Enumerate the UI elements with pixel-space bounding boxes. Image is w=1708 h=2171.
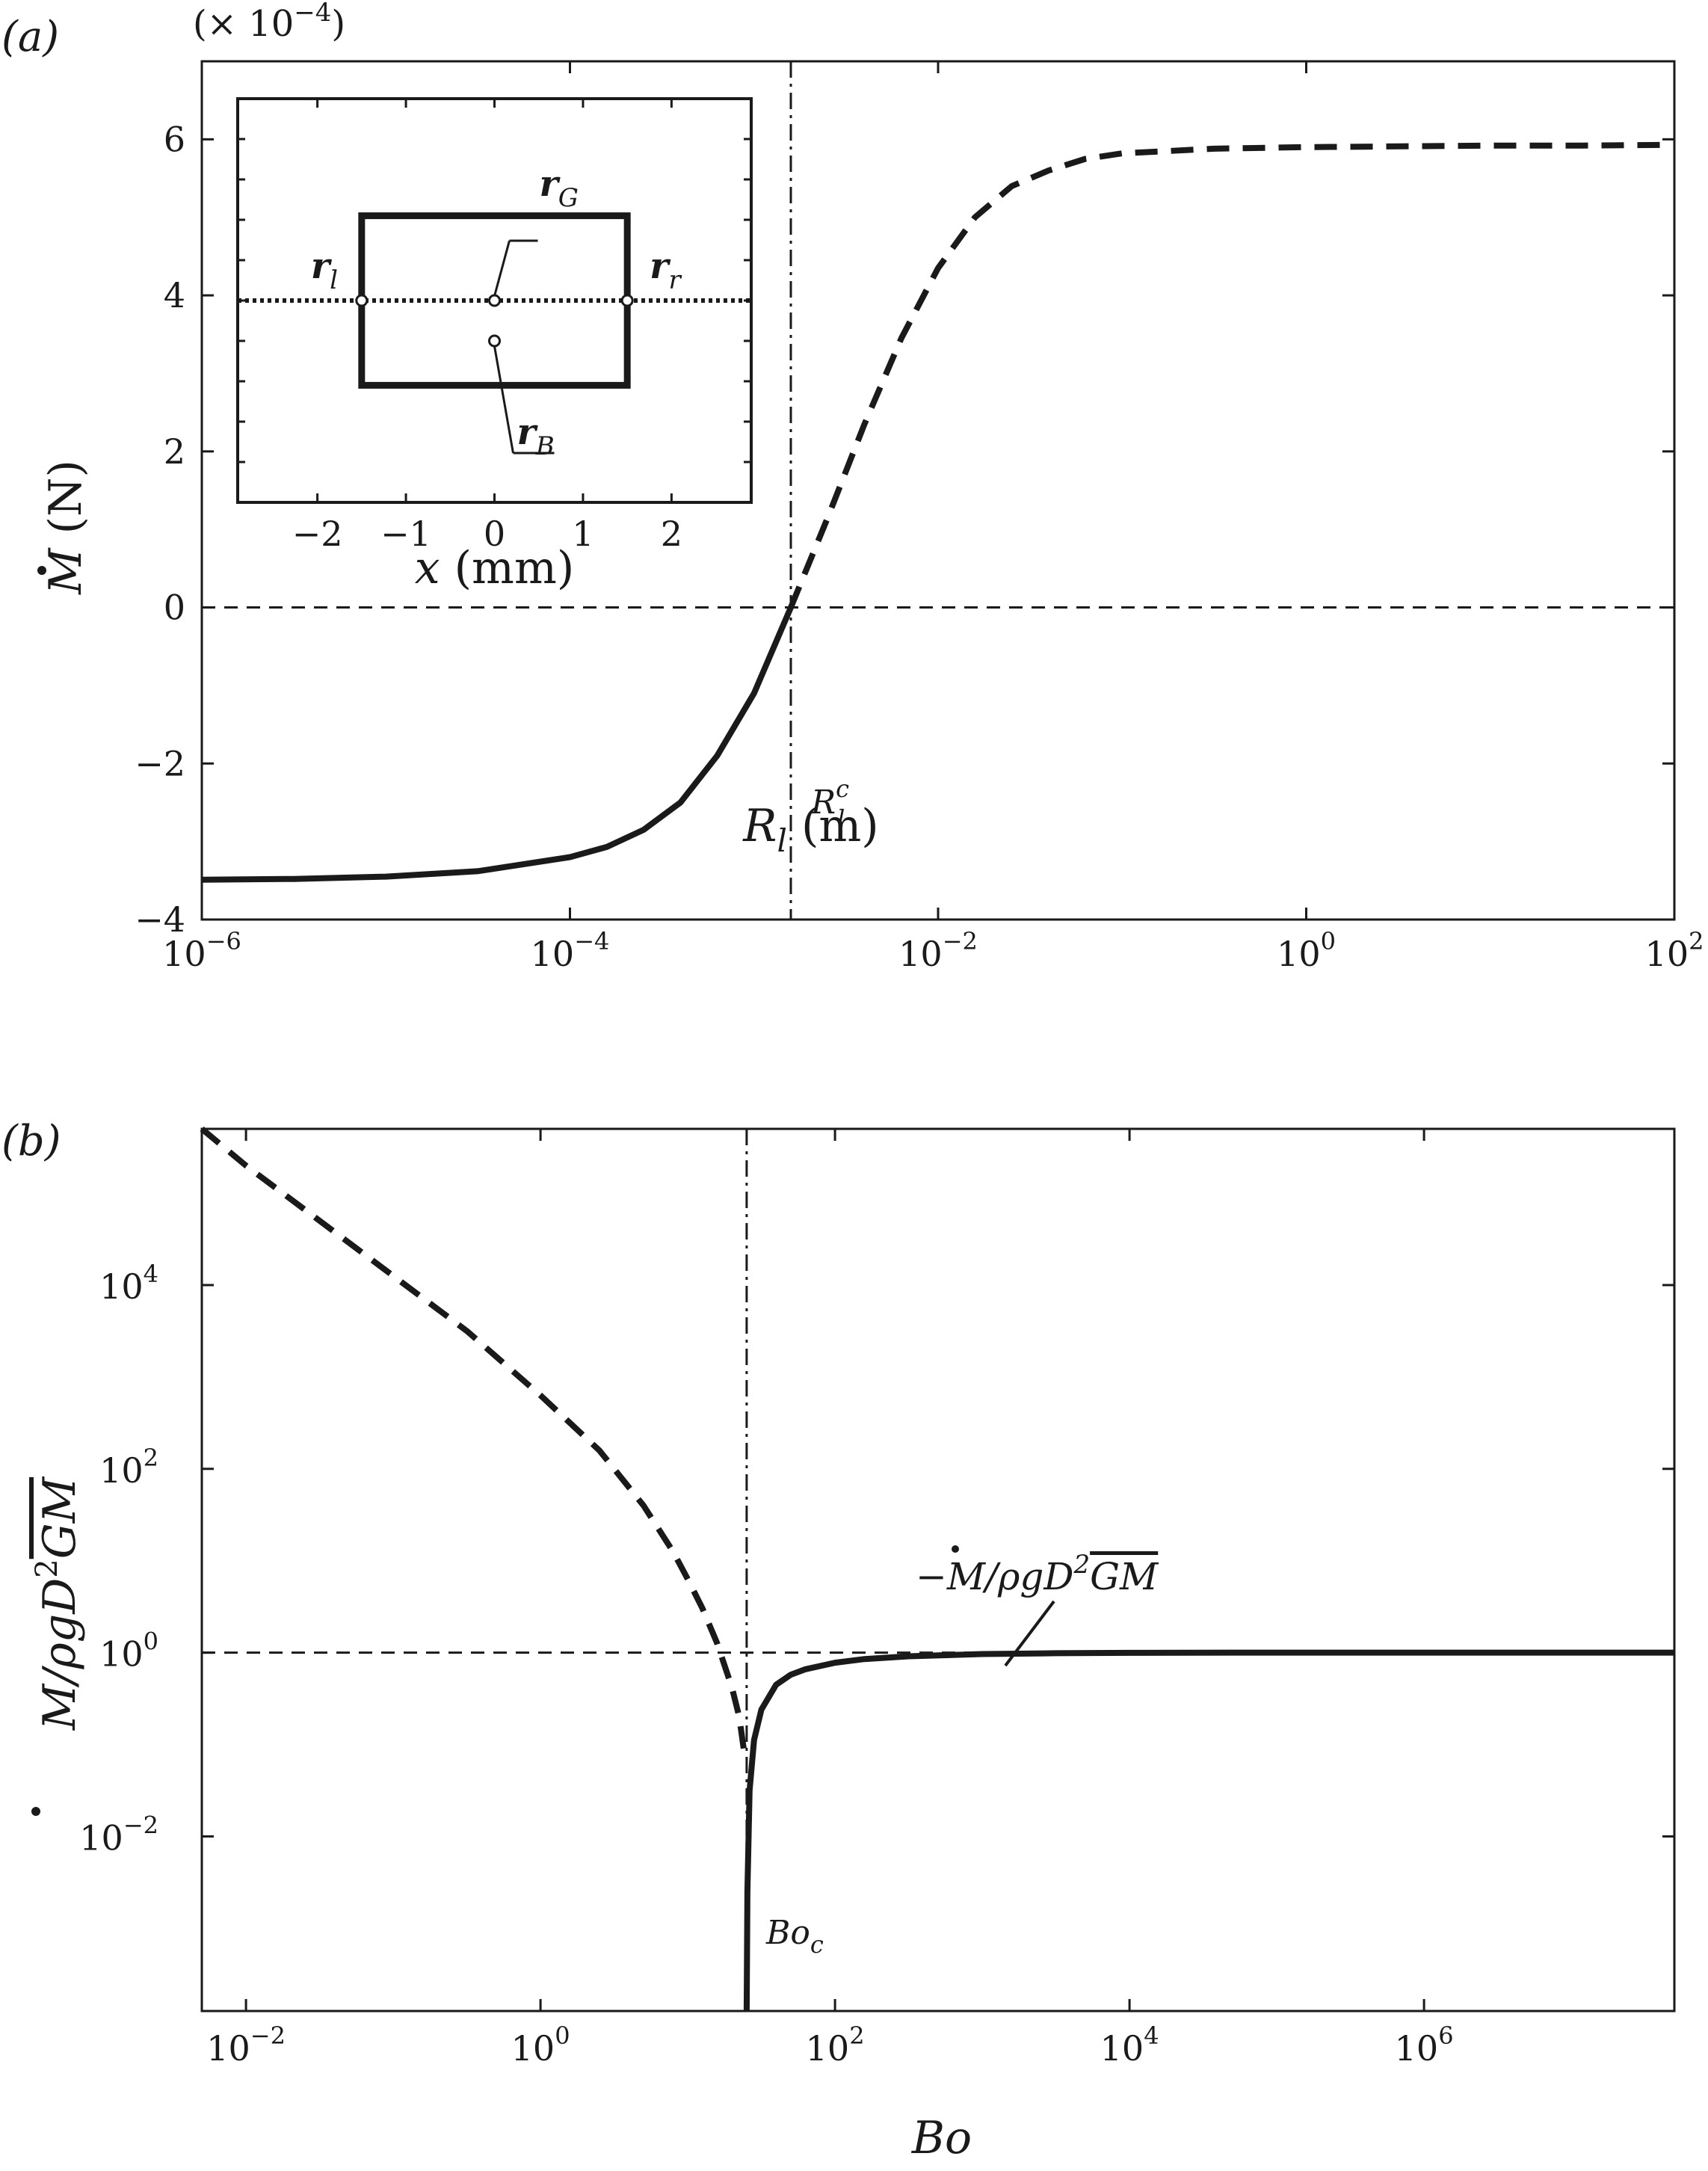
inset-point-rG bbox=[488, 294, 501, 307]
svg-text:M (N): M (N) bbox=[40, 460, 92, 595]
inset-label-rB: rB bbox=[517, 411, 555, 461]
inset-x-tick-label: −2 bbox=[292, 514, 343, 554]
inset-x-tick-label: 2 bbox=[661, 514, 682, 554]
panel-b-x-tick-label: 104 bbox=[1100, 2021, 1159, 2069]
panel-b-y-tick-label: 102 bbox=[99, 1444, 158, 1491]
panel-a-critical-label: Rc l bbox=[810, 775, 849, 833]
panel-b-plot-frame bbox=[200, 1127, 1676, 2013]
panel-b-y-axis-label: M/ρgD2GM bbox=[30, 1476, 86, 1816]
panel-a-y-tick-label: 0 bbox=[164, 588, 185, 628]
panel-a-y-tick-label: −4 bbox=[135, 899, 185, 940]
panel-b-x-tick-label: 106 bbox=[1395, 2021, 1454, 2069]
panel-a-series-solid bbox=[201, 606, 794, 883]
inset-label-rl: rl bbox=[311, 245, 338, 295]
panel-b-lines bbox=[200, 1126, 1674, 2012]
panel-b-y-tick-label: 100 bbox=[99, 1628, 158, 1675]
inset-point-rB bbox=[488, 334, 501, 348]
panel-a-y-tick-label: −2 bbox=[135, 743, 185, 783]
panel-b-x-tick-label: 10−2 bbox=[206, 2021, 286, 2069]
inset-leader-line bbox=[493, 240, 511, 297]
panel-b-series-solid bbox=[743, 1649, 1674, 2012]
inset-label-rG: rG bbox=[540, 163, 579, 213]
panel-a-x-axis-label: Rl (m) bbox=[742, 800, 878, 859]
panel-b-axis-ticks: 10−2 100 102 104 10−2 100 102 104 106 bbox=[79, 1127, 1676, 2069]
inset-x-tick-label: −1 bbox=[380, 514, 431, 554]
panel-b-label: (b) bbox=[1, 1117, 61, 1165]
panel-b-x-axis-label: Bo bbox=[911, 2112, 972, 2164]
panel-b-x-tick-label: 100 bbox=[511, 2021, 570, 2069]
panel-b-critical-label: Boc bbox=[765, 1914, 824, 1959]
inset: −2 −1 0 1 2 x (mm) rl rG rr rB bbox=[236, 97, 753, 594]
svg-text:M/ρgD2GM: M/ρgD2GM bbox=[30, 1476, 86, 1731]
panel-b: (b) 10−2 100 102 104 10−2 100 102 104 106 Bo M/ρ… bbox=[1, 1117, 1676, 2164]
panel-a-x-tick-label: 102 bbox=[1645, 927, 1704, 974]
inset-x-axis-label: x (mm) bbox=[415, 542, 575, 594]
inset-x-tick-label: 1 bbox=[572, 514, 594, 554]
panel-a-x-tick-label: 10−2 bbox=[898, 927, 978, 974]
panel-a-y-tick-label: 4 bbox=[164, 275, 185, 315]
panel-a-y-axis-label: M (N) bbox=[37, 460, 92, 595]
panel-a-x-tick-label: 100 bbox=[1277, 927, 1336, 974]
panel-a-y-tick-label: 2 bbox=[164, 431, 185, 472]
panel-a-lines bbox=[201, 61, 1675, 920]
panel-a-x-tick-label: 10−6 bbox=[162, 927, 241, 974]
inset-point-rr bbox=[620, 294, 634, 307]
panel-b-series-dashed bbox=[200, 1126, 747, 1750]
inset-leader-line bbox=[493, 345, 514, 454]
panel-a-label: (a) bbox=[1, 13, 59, 61]
panel-b-annotation: −M/ρgD2GM bbox=[916, 1545, 1159, 1667]
panel-a-multiplier: (× 10−4) bbox=[193, 0, 345, 45]
panel-b-y-tick-label: 10−2 bbox=[79, 1811, 158, 1858]
panel-a-y-tick-label: 6 bbox=[164, 119, 185, 159]
inset-x-tick-label: 0 bbox=[484, 514, 505, 554]
panel-a-series-dashed bbox=[788, 141, 1675, 609]
svg-text:−M/ρgD2GM: −M/ρgD2GM bbox=[916, 1550, 1159, 1598]
panel-b-y-tick-label: 104 bbox=[99, 1260, 158, 1307]
inset-label-rr: rr bbox=[650, 245, 682, 295]
inset-point-rl bbox=[355, 294, 369, 307]
panel-a-x-tick-label: 10−4 bbox=[531, 927, 610, 974]
panel-b-x-tick-label: 102 bbox=[806, 2021, 865, 2069]
